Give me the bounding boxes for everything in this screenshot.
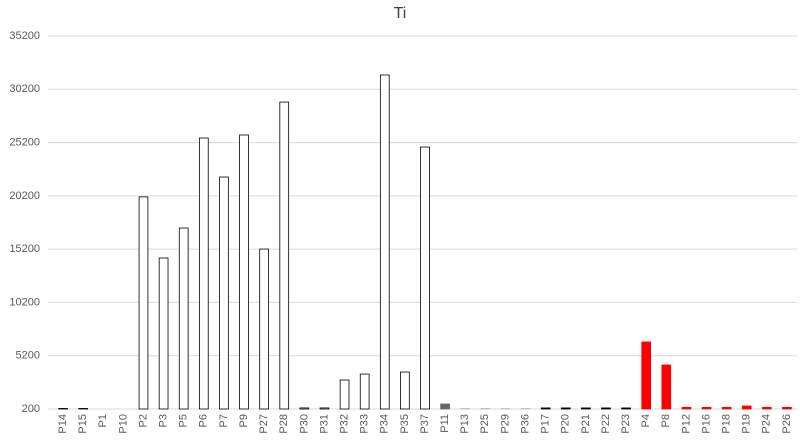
bar <box>198 137 209 410</box>
bar <box>701 407 712 410</box>
bar <box>681 407 692 410</box>
bar <box>581 407 591 410</box>
x-tick-label: P15 <box>77 414 89 434</box>
x-tick-label: P16 <box>700 414 712 434</box>
bar <box>178 227 189 410</box>
bar <box>540 407 551 410</box>
bar <box>500 408 511 410</box>
x-tick-label: P36 <box>519 414 531 434</box>
x-tick-label: P6 <box>198 414 210 427</box>
x-tick-label: P12 <box>680 414 692 434</box>
bar <box>78 408 88 410</box>
x-tick-label: P13 <box>459 414 471 434</box>
x-tick-label: P17 <box>540 414 552 434</box>
bar <box>480 408 491 410</box>
y-tick-label: 25200 <box>9 136 40 148</box>
bar <box>601 407 611 410</box>
bar <box>299 407 310 410</box>
x-tick-label: P31 <box>318 414 330 434</box>
bar <box>440 403 450 410</box>
x-tick-label: P7 <box>218 414 230 427</box>
x-tick-label: P10 <box>117 414 129 434</box>
y-tick-label: 35200 <box>9 30 40 42</box>
x-tick-label: P34 <box>379 414 391 434</box>
bar <box>741 405 752 410</box>
bar <box>239 134 249 410</box>
bar <box>621 407 631 410</box>
y-tick-label: 15200 <box>9 243 40 255</box>
x-tick-label: P32 <box>338 414 350 434</box>
x-tick-label: P33 <box>359 414 371 434</box>
x-tick-label: P18 <box>721 414 733 434</box>
x-tick-label: P22 <box>600 414 612 434</box>
x-tick-label: P27 <box>258 414 270 434</box>
x-tick-label: P29 <box>499 414 511 434</box>
x-tick-label: P19 <box>741 414 753 434</box>
x-tick-label: P24 <box>761 414 773 434</box>
x-tick-label: P5 <box>178 414 190 427</box>
bar <box>319 407 330 410</box>
x-tick-label: P2 <box>137 414 149 427</box>
x-tick-label: P11 <box>439 414 451 433</box>
bar <box>400 371 410 410</box>
bar <box>158 257 169 410</box>
bar <box>279 101 290 410</box>
bar <box>782 407 792 410</box>
x-tick-label: P9 <box>238 414 250 427</box>
x-tick-label: P3 <box>158 414 170 427</box>
y-tick-label: 30200 <box>9 83 40 95</box>
bar <box>641 341 652 410</box>
x-tick-label: P26 <box>781 414 793 434</box>
x-tick-label: P23 <box>620 414 632 434</box>
y-tick-label: 200 <box>22 403 40 415</box>
bar <box>661 364 672 410</box>
y-tick-label: 10200 <box>9 296 40 308</box>
x-tick-label: P25 <box>479 414 491 434</box>
x-tick-label: P21 <box>580 414 592 434</box>
bar <box>259 248 269 410</box>
chart-title: Ti <box>394 5 407 22</box>
x-tick-label: P4 <box>640 414 652 427</box>
bar <box>721 407 732 410</box>
x-tick-label: P14 <box>57 414 69 434</box>
x-tick-label: P35 <box>399 414 411 434</box>
bar <box>219 176 229 410</box>
x-tick-label: P30 <box>298 414 310 434</box>
y-tick-label: 20200 <box>9 190 40 202</box>
x-tick-label: P1 <box>97 414 109 427</box>
x-tick-label: P28 <box>278 414 290 434</box>
y-tick-label: 5200 <box>16 350 40 362</box>
bar <box>138 196 149 410</box>
bar <box>520 408 531 410</box>
bar <box>339 379 350 410</box>
bar <box>379 74 390 410</box>
bar <box>460 408 471 410</box>
bar <box>762 407 772 410</box>
bar <box>420 146 430 410</box>
x-tick-label: P20 <box>560 414 572 434</box>
bar <box>560 407 571 410</box>
x-tick-label: P37 <box>419 414 431 434</box>
bar <box>359 373 370 410</box>
bar <box>58 408 68 410</box>
x-tick-label: P8 <box>660 414 672 427</box>
